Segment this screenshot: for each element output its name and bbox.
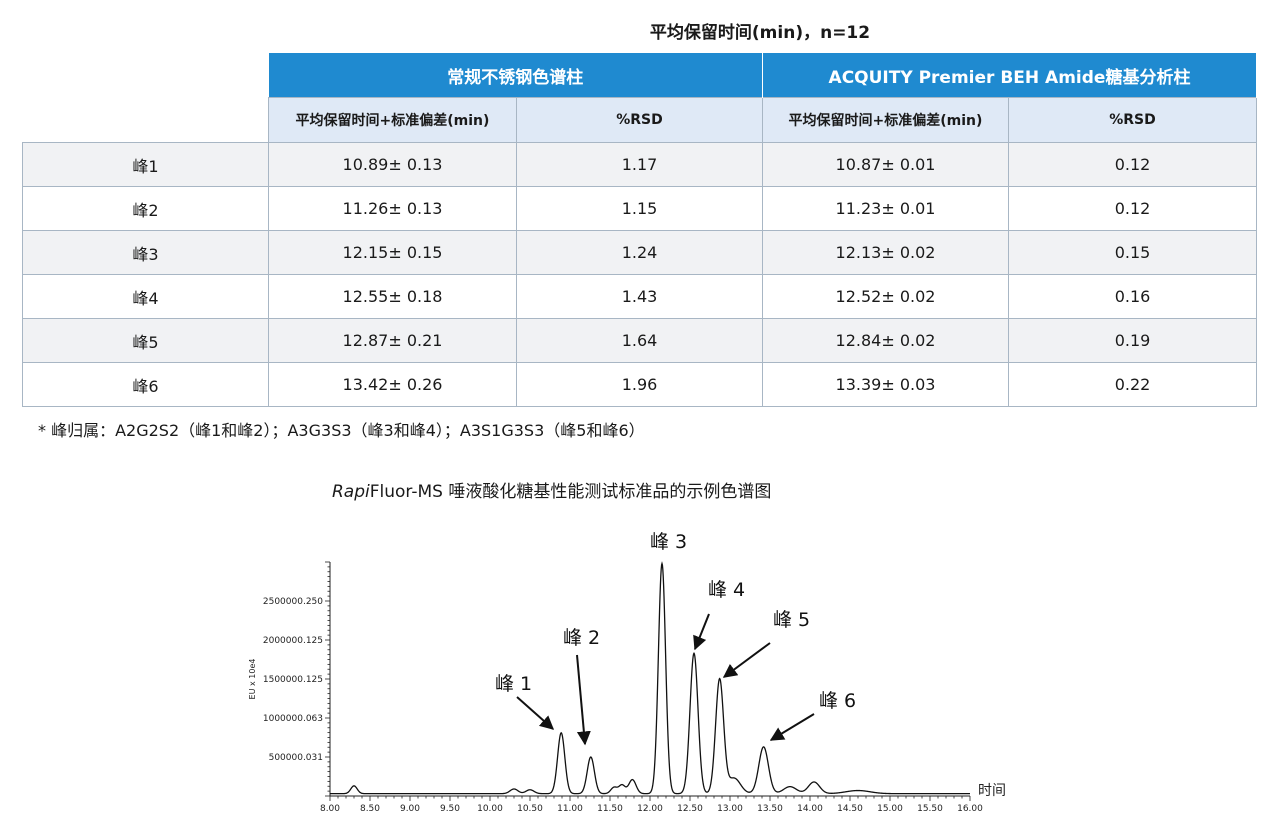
peak-label-5: 峰 5	[773, 609, 810, 631]
cell-steel-rt: 12.87± 0.21	[268, 318, 517, 363]
x-tick-label: 11.00	[557, 804, 583, 814]
cell-steel-rsd: 1.17	[516, 142, 763, 187]
cell-steel-rt: 13.42± 0.26	[268, 362, 517, 407]
x-tick-label: 16.00	[957, 804, 983, 814]
cell-premier-rt: 11.23± 0.01	[762, 186, 1009, 231]
x-tick-label: 11.50	[597, 804, 623, 814]
peak-label-6: 峰 6	[819, 690, 856, 712]
cell-steel-rsd: 1.96	[516, 362, 763, 407]
cell-steel-rt: 12.15± 0.15	[268, 230, 517, 275]
y-tick-label: 1000000.063	[263, 714, 323, 724]
x-tick-label: 9.50	[440, 804, 460, 814]
chart-title-italic: Rapi	[332, 482, 370, 502]
x-tick-label: 10.50	[517, 804, 543, 814]
cell-premier-rsd: 0.12	[1008, 186, 1257, 231]
cell-premier-rsd: 0.16	[1008, 274, 1257, 319]
sub-header-steel-rsd: %RSD	[516, 97, 763, 143]
x-tick-label: 8.50	[360, 804, 380, 814]
table-row: 峰1 10.89± 0.13 1.17 10.87± 0.01 0.12	[22, 142, 1257, 187]
x-tick-label: 15.00	[877, 804, 903, 814]
x-tick-label: 15.50	[917, 804, 943, 814]
blank-corner-2	[22, 97, 269, 143]
peak-label-2: 峰 2	[563, 627, 600, 649]
x-tick-label: 8.00	[320, 804, 340, 814]
blank-corner	[22, 53, 269, 98]
cell-steel-rsd: 1.24	[516, 230, 763, 275]
sub-header-premier-rsd: %RSD	[1008, 97, 1257, 143]
row-label: 峰5	[22, 318, 269, 363]
x-tick-label: 12.00	[637, 804, 663, 814]
cell-steel-rsd: 1.15	[516, 186, 763, 231]
cell-steel-rsd: 1.64	[516, 318, 763, 363]
y-tick-label: 1500000.125	[263, 675, 323, 685]
y-tick-label: 500000.031	[269, 753, 323, 763]
peak-arrow-6	[769, 713, 815, 741]
peak-arrow-4	[693, 613, 710, 651]
group-header-premier: ACQUITY Premier BEH Amide糖基分析柱	[762, 53, 1257, 98]
row-label: 峰3	[22, 230, 269, 275]
peak-arrow-2	[576, 654, 591, 746]
cell-premier-rsd: 0.19	[1008, 318, 1257, 363]
cell-steel-rt: 11.26± 0.13	[268, 186, 517, 231]
cell-premier-rt: 12.13± 0.02	[762, 230, 1009, 275]
sub-header-premier-rt: 平均保留时间+标准偏差(min)	[762, 97, 1009, 143]
chart-title-rest: Fluor-MS 唾液酸化糖基性能测试标准品的示例色谱图	[369, 482, 772, 502]
x-tick-label: 14.00	[797, 804, 823, 814]
cell-premier-rt: 10.87± 0.01	[762, 142, 1009, 187]
x-tick-label: 12.50	[677, 804, 703, 814]
retention-time-table: 常规不锈钢色谱柱 ACQUITY Premier BEH Amide糖基分析柱 …	[22, 53, 1257, 407]
cell-steel-rt: 12.55± 0.18	[268, 274, 517, 319]
y-tick-label: 2000000.125	[263, 636, 323, 646]
x-tick-label: 10.00	[477, 804, 503, 814]
x-tick-label: 14.50	[837, 804, 863, 814]
table-row: 峰5 12.87± 0.21 1.64 12.84± 0.02 0.19	[22, 318, 1257, 363]
table-row: 峰3 12.15± 0.15 1.24 12.13± 0.02 0.15	[22, 230, 1257, 275]
group-header-row: 常规不锈钢色谱柱 ACQUITY Premier BEH Amide糖基分析柱	[22, 53, 1257, 98]
x-tick-label: 13.00	[717, 804, 743, 814]
x-tick-label: 9.00	[400, 804, 420, 814]
cell-premier-rsd: 0.22	[1008, 362, 1257, 407]
x-tick-label: 13.50	[757, 804, 783, 814]
table-row: 峰2 11.26± 0.13 1.15 11.23± 0.01 0.12	[22, 186, 1257, 231]
peak-arrow-5	[722, 642, 771, 678]
group-header-steel: 常规不锈钢色谱柱	[268, 53, 763, 98]
peak-arrow-1	[516, 696, 555, 730]
chromatogram-trace	[330, 561, 970, 795]
cell-premier-rsd: 0.15	[1008, 230, 1257, 275]
table-row: 峰6 13.42± 0.26 1.96 13.39± 0.03 0.22	[22, 362, 1257, 407]
row-label: 峰1	[22, 142, 269, 187]
cell-premier-rt: 13.39± 0.03	[762, 362, 1009, 407]
table-title: 平均保留时间(min)，n=12	[649, 23, 871, 43]
peak-assignment-footnote: * 峰归属：A2G2S2（峰1和峰2）；A3G3S3（峰3和峰4）；A3S1G3…	[38, 421, 645, 440]
cell-steel-rsd: 1.43	[516, 274, 763, 319]
table-row: 峰4 12.55± 0.18 1.43 12.52± 0.02 0.16	[22, 274, 1257, 319]
cell-premier-rt: 12.52± 0.02	[762, 274, 1009, 319]
cell-premier-rsd: 0.12	[1008, 142, 1257, 187]
peak-label-3: 峰 3	[650, 531, 687, 553]
x-axis-label: 时间	[978, 783, 1006, 799]
chart-title: RapiFluor-MS 唾液酸化糖基性能测试标准品的示例色谱图	[332, 477, 771, 502]
peak-label-4: 峰 4	[708, 579, 745, 601]
cell-premier-rt: 12.84± 0.02	[762, 318, 1009, 363]
y-axis-label: EU x 10e4	[248, 659, 257, 700]
y-tick-label: 2500000.250	[263, 597, 323, 607]
peak-label-1: 峰 1	[495, 673, 532, 695]
row-label: 峰6	[22, 362, 269, 407]
row-label: 峰4	[22, 274, 269, 319]
sub-header-steel-rt: 平均保留时间+标准偏差(min)	[268, 97, 517, 143]
sub-header-row: 平均保留时间+标准偏差(min) %RSD 平均保留时间+标准偏差(min) %…	[22, 97, 1257, 143]
